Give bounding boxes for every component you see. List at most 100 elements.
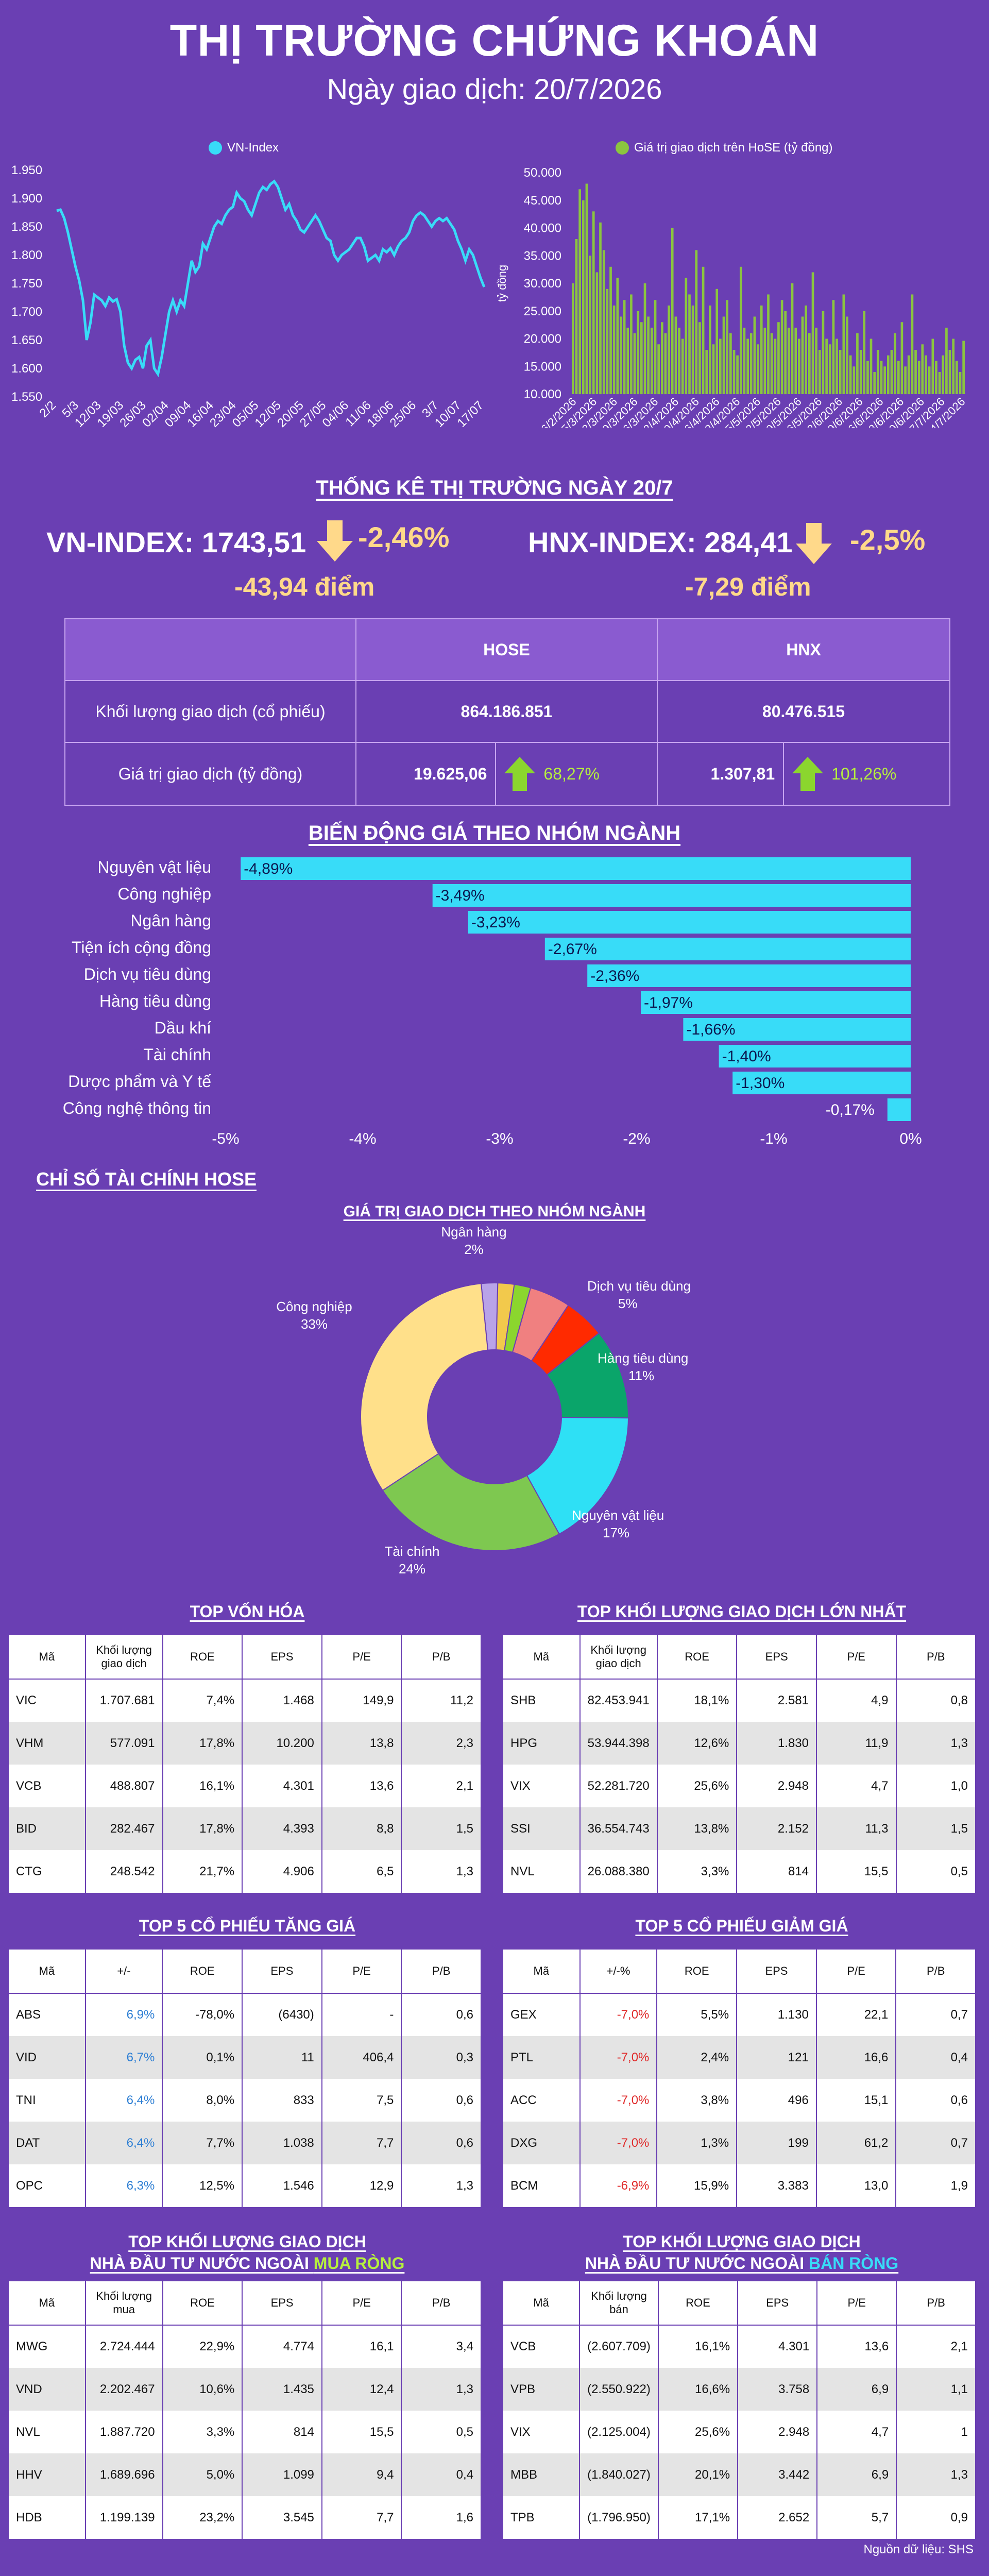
table-cell: MWG xyxy=(8,2325,86,2368)
hose-value-bar xyxy=(914,350,917,394)
table-cell: -7,0% xyxy=(579,2036,658,2079)
table-title-line2-highlight: BÁN RÒNG xyxy=(808,2254,899,2273)
sector-bar xyxy=(468,911,911,934)
sector-bar-value: -3,23% xyxy=(471,914,520,931)
table-header-cell: EPS xyxy=(242,2280,322,2326)
table-header-cell: +/- xyxy=(84,1948,163,1994)
table-cell: 4.301 xyxy=(737,2325,818,2368)
page-title: THỊ TRƯỜNG CHỨNG KHOÁN xyxy=(169,16,820,65)
table-cell: 13,6 xyxy=(321,1765,402,1807)
table-cell: DAT xyxy=(8,2122,86,2164)
table-cell: 16,6% xyxy=(657,2368,739,2411)
hose-value-cell: 19.625,06 68,27% xyxy=(355,742,658,806)
table-row: VIC 1.707.681 7,4% 1.468 149,9 11,2 xyxy=(8,1679,482,1722)
table-cell: TPB xyxy=(502,2496,581,2539)
hose-value-bar xyxy=(774,338,777,394)
top-gain-section: TOP 5 CỔ PHIẾU TĂNG GIÁ Mã +/- ROE EPS P/E P/B… xyxy=(8,1917,487,2207)
table-cell: 0,3 xyxy=(401,2036,482,2079)
hnxindex-change-pct: -2,5% xyxy=(850,523,926,556)
table-cell: 833 xyxy=(242,2079,322,2122)
table-title: TOP KHỐI LƯỢNG GIAO DỊCH LỚN NHẤT xyxy=(577,1602,907,1621)
table-cell: 4,7 xyxy=(816,2411,897,2453)
hose-value-bar xyxy=(623,300,626,395)
sector-x-tick: -3% xyxy=(486,1130,513,1147)
donut-slice xyxy=(526,1417,629,1535)
table-header-cell: Mã xyxy=(8,1948,86,1994)
table-header-cell: Khối lượng giao dịch xyxy=(579,1634,658,1680)
table-cell: 488.807 xyxy=(84,1765,163,1807)
table-title-line1: TOP KHỐI LƯỢNG GIAO DỊCH xyxy=(128,2232,366,2251)
data-table: Mã Khối lượng mua ROE EPS P/E P/B MWG 2.724.444… xyxy=(8,2280,482,2539)
market-stats-row-value: Giá trị giao dịch (tỷ đồng) 19.625,06 68… xyxy=(64,742,950,806)
hose-y-tick: 35.000 xyxy=(524,249,561,263)
market-stats-header-row: HOSE HNX xyxy=(64,618,950,681)
table-cell: 3.545 xyxy=(242,2496,322,2539)
table-cell: 1.887.720 xyxy=(84,2411,163,2453)
hose-value-bar xyxy=(935,361,937,394)
donut-slice-pct: 5% xyxy=(618,1296,638,1311)
hose-value-legend-label: Giá trị giao dịch trên HoSE (tỷ đồng) xyxy=(634,141,833,155)
table-cell: 0,6 xyxy=(401,2079,482,2122)
hose-value-bar xyxy=(702,266,705,394)
hose-value-bar xyxy=(685,278,688,395)
table-cell: 1,1 xyxy=(896,2368,976,2411)
table-cell: 7,5 xyxy=(321,2079,402,2122)
table-cell: 16,6 xyxy=(815,2036,897,2079)
table-cell: 7,7 xyxy=(321,2122,402,2164)
vnindex-y-tick: 1.650 xyxy=(11,333,42,347)
hose-value-bar xyxy=(883,366,886,395)
vnindex-change-pct: -2,46% xyxy=(358,521,450,553)
hose-value-bar xyxy=(643,283,646,394)
table-row: BCM -6,9% 15,9% 3.383 13,0 1,9 xyxy=(502,2164,976,2207)
table-cell: 26.088.380 xyxy=(579,1850,658,1893)
donut-slice-label: Dịch vụ tiêu dùng xyxy=(587,1278,691,1294)
table-cell: PTL xyxy=(502,2036,581,2079)
table-cell: 1.199.139 xyxy=(84,2496,163,2539)
table-cell: 53.944.398 xyxy=(579,1722,658,1765)
table-title-line2-highlight: MUA RÒNG xyxy=(313,2254,405,2273)
sector-label: Tiện ích cộng đồng xyxy=(72,938,211,957)
table-cell: 36.554.743 xyxy=(579,1807,658,1850)
table-cell: 0,5 xyxy=(895,1850,977,1893)
donut-slice-pct: 11% xyxy=(628,1368,654,1383)
table-row: GEX -7,0% 5,5% 1.130 22,1 0,7 xyxy=(502,1993,976,2036)
table-cell: 25,6% xyxy=(657,2411,739,2453)
hose-value-bar xyxy=(757,344,759,395)
hnxindex-down-arrow-icon xyxy=(796,523,832,564)
table-cell: HDB xyxy=(8,2496,86,2539)
table-cell: 1.830 xyxy=(736,1722,817,1765)
hose-value-bar xyxy=(746,338,749,394)
table-cell: 0,6 xyxy=(401,2122,482,2164)
table-cell: 6,9% xyxy=(84,1993,163,2036)
table-cell: 17,8% xyxy=(162,1807,243,1850)
table-cell: 11,3 xyxy=(815,1807,897,1850)
table-title-line2-prefix: NHÀ ĐẦU TƯ NƯỚC NGOÀI xyxy=(585,2254,809,2273)
table-cell: 3.442 xyxy=(737,2453,818,2496)
hose-value-bar xyxy=(657,344,660,395)
vnindex-legend: VN-Index xyxy=(209,141,279,155)
table-row: ABS 6,9% -78,0% (6430) -0,6 xyxy=(8,1993,482,2036)
table-cell: 1.435 xyxy=(242,2368,322,2411)
vnindex-y-tick: 1.800 xyxy=(11,248,42,262)
hose-y-tick: 30.000 xyxy=(524,277,561,291)
hose-value-bar xyxy=(819,350,821,394)
table-cell: 6,3% xyxy=(84,2164,163,2207)
table-cell: (2.550.922) xyxy=(579,2368,659,2411)
hose-value-bar xyxy=(572,283,574,394)
table-header-cell: EPS xyxy=(242,1948,322,1994)
table-cell: 15,5 xyxy=(321,2411,402,2453)
table-cell: 22,1 xyxy=(815,1993,897,2036)
sector-bar-chart: Nguyên vật liệu -4,89% Công nghiệp -3,49% Ng… xyxy=(63,857,922,1147)
hose-value-bar xyxy=(791,283,794,394)
table-header-cell: Mã xyxy=(502,1948,581,1994)
table-cell: 1,3 xyxy=(401,2368,482,2411)
table-header-cell: P/B xyxy=(401,1634,482,1680)
vnindex-down-arrow-icon xyxy=(317,520,353,562)
table-cell: NVL xyxy=(8,2411,86,2453)
table-cell: 17,8% xyxy=(162,1722,243,1765)
table-cell: VIX xyxy=(502,2411,581,2453)
table-row: TNI 6,4% 8,0% 833 7,5 0,6 xyxy=(8,2079,482,2122)
market-stats-corner xyxy=(64,618,356,681)
vnindex-y-tick: 1.600 xyxy=(11,362,42,376)
hose-y-tick: 50.000 xyxy=(524,166,561,180)
